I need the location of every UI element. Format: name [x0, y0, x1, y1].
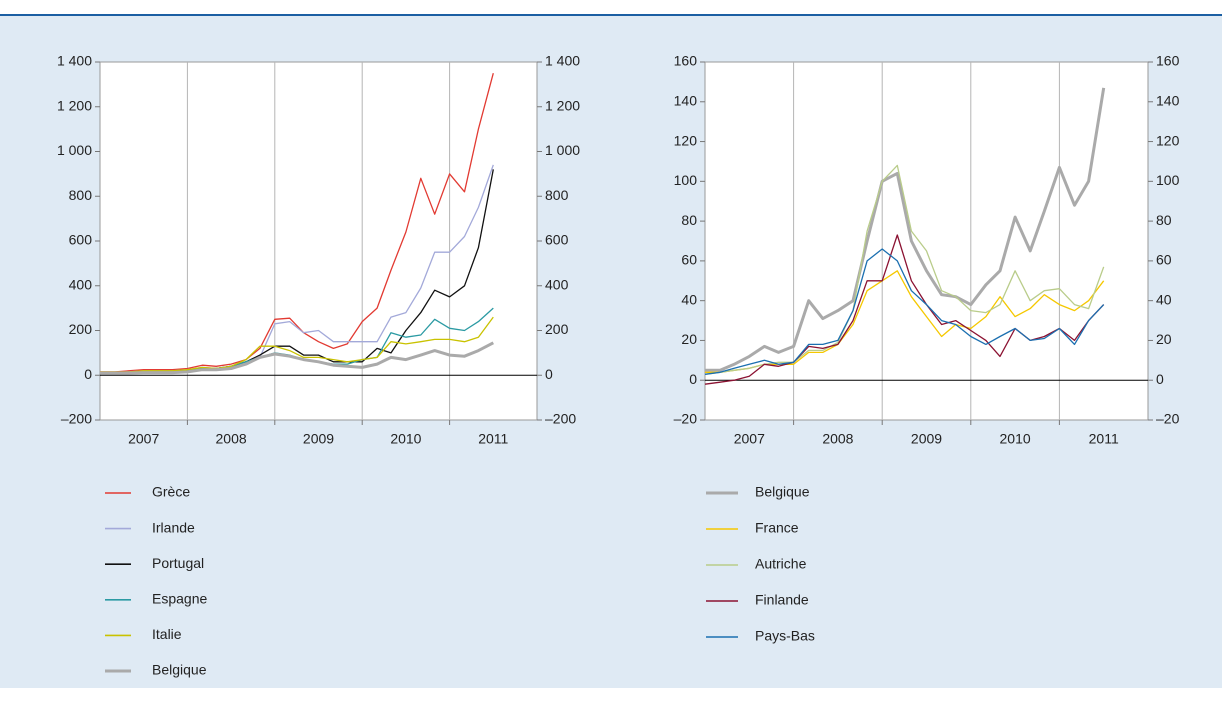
y2-tick-label: 140 — [1156, 92, 1180, 108]
y2-tick-label: 400 — [545, 276, 569, 292]
y2-tick-label: 20 — [1156, 331, 1172, 347]
series-line — [100, 73, 494, 373]
x-tick-label: 2010 — [390, 431, 421, 447]
x-tick-label: 2011 — [478, 431, 508, 447]
y-tick-label: 0 — [689, 371, 697, 387]
series-line — [705, 87, 1106, 372]
y2-tick-label: 160 — [1156, 53, 1180, 69]
y-tick-label: 400 — [69, 276, 93, 292]
y-tick-label: 800 — [69, 187, 93, 203]
series-line — [100, 341, 494, 375]
y2-tick-label: –200 — [545, 411, 576, 427]
series-line — [100, 316, 494, 373]
legend-label: Grèce — [152, 484, 190, 500]
y-tick-label: 120 — [674, 132, 698, 148]
y2-tick-label: 100 — [1156, 172, 1180, 188]
series-line — [705, 270, 1105, 373]
y2-tick-label: 80 — [1156, 212, 1172, 228]
y-tick-label: 160 — [674, 53, 698, 69]
x-tick-label: 2011 — [1089, 431, 1119, 447]
legend-label: Pays-Bas — [755, 628, 815, 644]
y2-tick-label: –20 — [1156, 411, 1180, 427]
y2-tick-label: 600 — [545, 232, 569, 248]
y2-tick-label: 200 — [545, 321, 569, 337]
legend-label: Italie — [152, 626, 182, 642]
legend-label: Portugal — [152, 555, 204, 571]
top-rule — [0, 14, 1222, 16]
legend-label: Finlande — [755, 592, 809, 608]
y2-tick-label: 0 — [1156, 371, 1164, 387]
x-tick-label: 2007 — [128, 431, 159, 447]
legend-label: Belgique — [755, 484, 810, 500]
y2-tick-label: 1 000 — [545, 142, 580, 158]
y-tick-label: –20 — [674, 411, 698, 427]
y2-tick-label: 1 400 — [545, 53, 580, 69]
y-tick-label: 40 — [681, 291, 697, 307]
y-tick-label: 140 — [674, 92, 698, 108]
y-tick-label: 80 — [681, 212, 697, 228]
y-tick-label: 20 — [681, 331, 697, 347]
legend-label: Espagne — [152, 591, 207, 607]
x-tick-label: 2009 — [911, 431, 942, 447]
y-tick-label: 600 — [69, 232, 93, 248]
y2-tick-label: 40 — [1156, 291, 1172, 307]
y-tick-label: 200 — [69, 321, 93, 337]
y-tick-label: 60 — [681, 252, 697, 268]
legend-label: Irlande — [152, 519, 195, 535]
x-tick-label: 2007 — [734, 431, 765, 447]
y2-tick-label: 60 — [1156, 252, 1172, 268]
y-tick-label: –200 — [61, 411, 92, 427]
y-tick-label: 1 200 — [57, 97, 92, 113]
y-tick-label: 0 — [84, 366, 92, 382]
x-tick-label: 2009 — [303, 431, 334, 447]
series-line — [704, 248, 1105, 375]
series-line — [704, 234, 1105, 385]
y2-tick-label: 1 200 — [545, 97, 580, 113]
x-tick-label: 2008 — [216, 431, 247, 447]
x-tick-label: 2010 — [1000, 431, 1031, 447]
legend-label: France — [755, 520, 799, 536]
legend-label: Autriche — [755, 556, 807, 572]
y-tick-label: 1 400 — [57, 53, 92, 69]
x-tick-label: 2008 — [822, 431, 853, 447]
legend-label: Belgique — [152, 662, 207, 678]
series-line — [704, 164, 1105, 375]
y2-tick-label: 800 — [545, 187, 569, 203]
y-tick-label: 100 — [674, 172, 698, 188]
plot-area — [704, 61, 1149, 421]
y2-tick-label: 0 — [545, 366, 553, 382]
plot-area — [99, 61, 538, 421]
y-tick-label: 1 000 — [57, 142, 92, 158]
y2-tick-label: 120 — [1156, 132, 1180, 148]
